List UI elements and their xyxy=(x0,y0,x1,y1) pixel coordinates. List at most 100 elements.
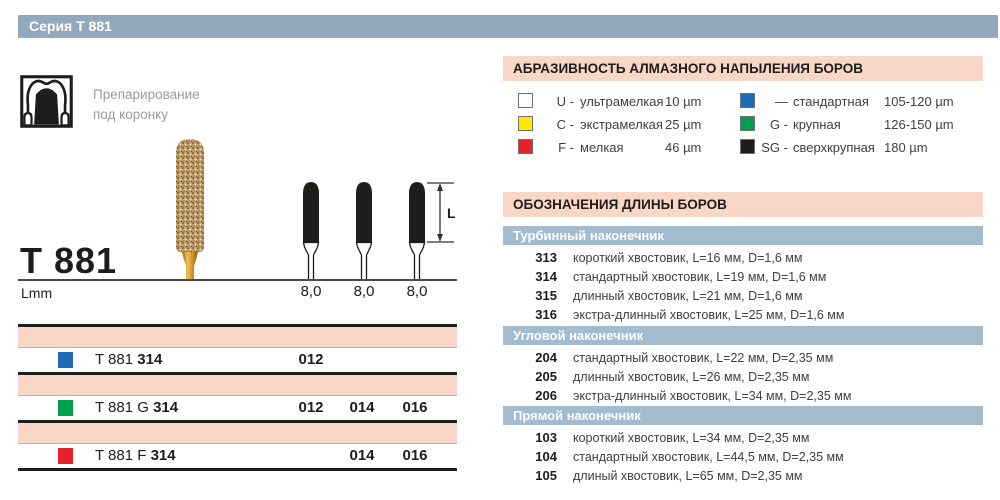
length-title: ОБОЗНАЧЕНИЯ ДЛИНЫ БОРОВ xyxy=(513,197,727,212)
product-shank: 314 xyxy=(150,447,176,464)
grit-color-swatch xyxy=(518,116,533,131)
legend-prefix: U - xyxy=(556,94,574,109)
bur-outline-diagram xyxy=(355,182,373,281)
length-row: 314 стандартный хвостовик, L=19 мм, D=1,… xyxy=(503,267,983,286)
legend-label: ультрамелкая xyxy=(580,94,664,109)
length-row: 313 короткий хвостовик, L=16 мм, D=1,6 м… xyxy=(503,248,983,267)
abrasiveness-title: АБРАЗИВНОСТЬ АЛМАЗНОГО НАПЫЛЕНИЯ БОРОВ xyxy=(513,61,864,76)
legend-item: C - экстрамелкая 25 µm xyxy=(518,115,748,135)
legend-size: 10 µm xyxy=(665,94,702,109)
table-band xyxy=(18,375,457,395)
product-code: T 881 F 314 xyxy=(95,447,176,464)
product-row: T 881 G 314 012 014 016 xyxy=(18,396,457,420)
length-desc: экстра-длинный хвостовик, L=25 мм, D=1,6… xyxy=(573,308,845,322)
length-desc: стандартный хвостовик, L=44,5 мм, D=2,35… xyxy=(573,450,844,464)
length-row: 206 экстра-длинный хвостовик, L=34 мм, D… xyxy=(503,386,983,405)
grit-color-swatch xyxy=(740,93,755,108)
section-header-label: Угловой наконечник xyxy=(513,328,644,343)
series-title: Серия Т 881 xyxy=(29,18,112,34)
table-rule xyxy=(18,468,457,471)
table-rule xyxy=(18,420,457,423)
length-desc: длинный хвостовик, L=21 мм, D=1,6 мм xyxy=(573,289,803,303)
l-unit-label: Lmm xyxy=(21,285,53,301)
product-row: T 881 314 012 xyxy=(18,348,457,372)
length-row: 104 стандартный хвостовик, L=44,5 мм, D=… xyxy=(503,447,983,466)
length-code: 314 xyxy=(535,269,557,284)
grit-color-swatch xyxy=(518,139,533,154)
product-shank: 314 xyxy=(137,351,163,368)
bur-outline-diagram xyxy=(408,182,426,281)
grit-color-swatch xyxy=(740,116,755,131)
length-code: 104 xyxy=(535,449,557,464)
size-cell: 014 xyxy=(349,447,375,464)
size-cell: 012 xyxy=(298,399,324,416)
legend-size: 46 µm xyxy=(665,140,702,155)
legend-label: стандартная xyxy=(793,94,869,109)
application-label: Препарирование под коронку xyxy=(93,87,200,123)
model-title: T 881 xyxy=(20,240,118,281)
legend-prefix: — xyxy=(775,94,788,109)
length-desc: стандартный хвостовик, L=19 мм, D=1,6 мм xyxy=(573,270,827,284)
legend-label: мелкая xyxy=(580,140,624,155)
legend-prefix: G - xyxy=(769,117,788,132)
product-shank: 314 xyxy=(153,399,179,416)
length-code: 313 xyxy=(535,250,557,265)
length-row: 105 длиный хвостовик, L=65 мм, D=2,35 мм xyxy=(503,466,983,485)
length-code: 205 xyxy=(535,369,557,384)
length-desc: короткий хвостовик, L=34 мм, D=2,35 мм xyxy=(573,431,810,445)
table-band xyxy=(18,423,457,443)
length-row: 315 длинный хвостовик, L=21 мм, D=1,6 мм xyxy=(503,286,983,305)
length-desc: длинный хвостовик, L=26 мм, D=2,35 мм xyxy=(573,370,810,384)
bur-length-value: 8,0 xyxy=(353,283,375,300)
size-cell: 012 xyxy=(298,351,324,368)
grit-swatch xyxy=(58,448,73,464)
grit-color-swatch xyxy=(740,139,755,154)
grit-swatch xyxy=(58,352,73,368)
bur-outline-diagram xyxy=(302,182,320,281)
length-row: 204 стандартный хвостовик, L=22 мм, D=2,… xyxy=(503,348,983,367)
length-title-bar: ОБОЗНАЧЕНИЯ ДЛИНЫ БОРОВ xyxy=(503,192,983,217)
legend-label: экстрамелкая xyxy=(580,117,663,132)
dimension-label: L xyxy=(447,205,456,221)
length-code: 316 xyxy=(535,307,557,322)
product-name: T 881 xyxy=(95,351,134,368)
length-desc: длиный хвостовик, L=65 мм, D=2,35 мм xyxy=(573,469,803,483)
table-band xyxy=(18,327,457,347)
diamond-bur-photo-icon xyxy=(176,139,204,281)
length-row: 205 длинный хвостовик, L=26 мм, D=2,35 м… xyxy=(503,367,983,386)
legend-label: сверхкрупная xyxy=(793,140,875,155)
length-code: 105 xyxy=(535,468,557,483)
length-section-header: Прямой наконечник xyxy=(503,406,983,425)
legend-item: — стандартная 105-120 µm xyxy=(740,92,985,112)
legend-prefix: C - xyxy=(556,117,574,132)
legend-item: SG - сверхкрупная 180 µm xyxy=(740,138,985,158)
series-header-bar: Серия Т 881 xyxy=(18,15,998,38)
length-code: 204 xyxy=(535,350,557,365)
legend-prefix: F - xyxy=(558,140,574,155)
grit-swatch xyxy=(58,400,73,416)
crown-prep-icon xyxy=(20,75,73,128)
size-cell: 016 xyxy=(402,447,428,464)
table-rule-thin xyxy=(18,443,457,444)
legend-item: G - крупная 126-150 µm xyxy=(740,115,985,135)
legend-prefix: SG - xyxy=(761,140,788,155)
legend-size: 180 µm xyxy=(884,140,928,155)
length-section-header: Угловой наконечник xyxy=(503,326,983,345)
length-code: 315 xyxy=(535,288,557,303)
abrasiveness-title-bar: АБРАЗИВНОСТЬ АЛМАЗНОГО НАПЫЛЕНИЯ БОРОВ xyxy=(503,56,983,81)
legend-item: U - ультрамелкая 10 µm xyxy=(518,92,748,112)
table-rule-thin xyxy=(18,347,457,348)
product-name: T 881 F xyxy=(95,447,147,464)
product-row: T 881 F 314 014 016 xyxy=(18,444,457,468)
legend-size: 105-120 µm xyxy=(884,94,954,109)
legend-size: 25 µm xyxy=(665,117,702,132)
product-code: T 881 G 314 xyxy=(95,399,178,416)
size-cell: 016 xyxy=(402,399,428,416)
section-header-label: Прямой наконечник xyxy=(513,408,641,423)
table-rule-thin xyxy=(18,395,457,396)
length-row: 316 экстра-длинный хвостовик, L=25 мм, D… xyxy=(503,305,983,324)
length-desc: короткий хвостовик, L=16 мм, D=1,6 мм xyxy=(573,251,803,265)
table-rule xyxy=(18,324,457,327)
size-cell: 014 xyxy=(349,399,375,416)
